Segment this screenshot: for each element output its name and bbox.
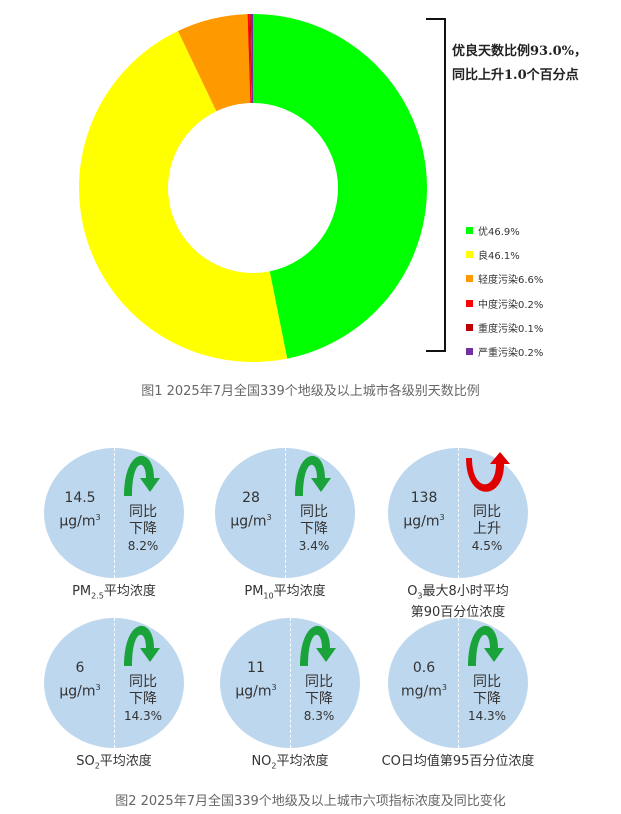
- indicator-label: CO日均值第95百分位浓度: [381, 754, 535, 769]
- concentration-value: 28 μg/m3: [230, 490, 272, 530]
- concentration-value: 138 μg/m3: [403, 490, 445, 530]
- legend-item: 良46.1%: [466, 242, 543, 266]
- legend-item: 优46.9%: [466, 218, 543, 242]
- indicator-card: 11 μg/m3 同比 下降 8.3% NO2平均浓度: [205, 618, 375, 775]
- indicator-circle: 11 μg/m3 同比 下降 8.3%: [220, 618, 360, 748]
- indicator-label: PM10平均浓度: [244, 584, 326, 601]
- legend-label: 中度污染0.2%: [478, 299, 544, 311]
- donut-slice-1: [79, 30, 288, 363]
- indicator-circle: 138 μg/m3 同比 上升 4.5%: [388, 448, 528, 578]
- concentration-value: 6 μg/m3: [59, 660, 101, 700]
- indicator-label: O3最大8小时平均 第90百分位浓度: [407, 584, 509, 620]
- donut-slice-0: [253, 14, 427, 359]
- indicator-card: 14.5 μg/m3 同比 下降 8.2% PM2.5平均浓度: [29, 448, 199, 605]
- bracket: [426, 18, 446, 352]
- legend-swatch: [466, 226, 473, 234]
- indicator-card: 28 μg/m3 同比 下降 3.4% PM10平均浓度: [200, 448, 370, 605]
- yoy-change: 同比 下降 8.2%: [127, 504, 159, 553]
- legend-item: 轻度污染6.6%: [466, 267, 543, 291]
- legend-item: 严重污染0.2%: [466, 339, 543, 363]
- indicator-label: NO2平均浓度: [251, 754, 329, 771]
- donut-slice-3: [247, 14, 252, 104]
- legend-label: 严重污染0.2%: [478, 348, 544, 360]
- yoy-change: 同比 下降 14.3%: [123, 674, 163, 723]
- indicator-circle: 28 μg/m3 同比 下降 3.4%: [215, 448, 355, 578]
- yoy-change: 同比 下降 8.3%: [303, 674, 335, 723]
- indicator-card: 0.6 mg/m3 同比 下降 14.3% CO日均值第95百分位浓度: [373, 618, 543, 775]
- legend-item: 中度污染0.2%: [466, 291, 543, 315]
- concentration-value: 0.6 mg/m3: [401, 660, 447, 700]
- arrow-down-icon: [124, 625, 160, 666]
- legend-label: 优46.9%: [478, 226, 520, 238]
- arrow-down-icon: [468, 625, 504, 666]
- donut-slice-4: [249, 14, 252, 104]
- arrow-down-icon: [295, 455, 331, 496]
- legend-swatch: [466, 275, 473, 283]
- legend-label: 轻度污染6.6%: [478, 275, 544, 287]
- legend-swatch: [466, 299, 473, 307]
- arrow-up-icon: [466, 452, 510, 492]
- indicator-circle: 6 μg/m3 同比 下降 14.3%: [44, 618, 184, 748]
- yoy-change: 同比 下降 3.4%: [298, 504, 330, 553]
- legend-swatch: [466, 348, 473, 356]
- indicator-label: SO2平均浓度: [76, 754, 152, 771]
- annotation: 优良天数比例93.0%， 同比上升1.0个百分点: [452, 40, 587, 88]
- figure-2-caption: 图2 2025年7月全国339个地级及以上城市六项指标浓度及同比变化: [115, 794, 506, 809]
- indicator-card: 138 μg/m3 同比 上升 4.5% O3最大8小时平均 第90百分位浓度: [373, 448, 543, 621]
- annotation-line-1: 优良天数比例93.0%，: [452, 44, 588, 59]
- yoy-change: 同比 下降 14.3%: [467, 674, 507, 723]
- indicator-card: 6 μg/m3 同比 下降 14.3% SO2平均浓度: [29, 618, 199, 775]
- yoy-change: 同比 上升 4.5%: [471, 504, 503, 553]
- concentration-value: 14.5 μg/m3: [59, 490, 101, 530]
- indicator-circle: 14.5 μg/m3 同比 下降 8.2%: [44, 448, 184, 578]
- donut-slice-2: [177, 14, 251, 112]
- legend-swatch: [466, 250, 473, 258]
- arrow-down-icon: [124, 455, 160, 496]
- concentration-value: 11 μg/m3: [235, 660, 277, 700]
- legend-label: 重度污染0.1%: [478, 323, 544, 335]
- indicator-label: PM2.5平均浓度: [72, 584, 156, 601]
- legend-label: 良46.1%: [478, 250, 520, 262]
- donut-chart: [79, 14, 427, 363]
- figure-1-caption: 图1 2025年7月全国339个地级及以上城市各级别天数比例: [141, 384, 480, 399]
- legend-swatch: [466, 323, 473, 331]
- indicator-circle: 0.6 mg/m3 同比 下降 14.3%: [388, 618, 528, 748]
- legend-item: 重度污染0.1%: [466, 315, 543, 339]
- arrow-down-icon: [300, 625, 336, 666]
- annotation-line-2: 同比上升1.0个百分点: [452, 68, 579, 83]
- donut-slice-5: [250, 14, 253, 104]
- legend: 优46.9% 良46.1% 轻度污染6.6% 中度污染0.2% 重度污染0.1% 严重污染…: [466, 218, 543, 364]
